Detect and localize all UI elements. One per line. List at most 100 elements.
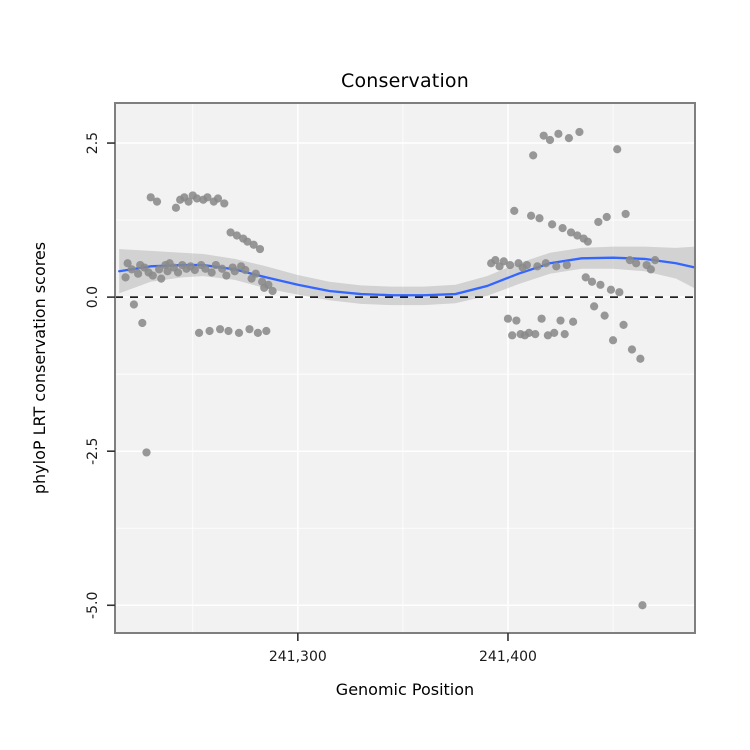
smooth-line <box>118 256 697 297</box>
scatter-point <box>148 271 157 280</box>
scatter-point <box>526 211 536 220</box>
scatter-point <box>146 193 155 202</box>
scatter-point <box>134 269 143 278</box>
scatter-point <box>615 288 624 297</box>
scatter-point <box>234 328 244 337</box>
scatter-point <box>566 228 576 237</box>
scatter-point <box>129 300 139 309</box>
scatter-point <box>619 320 628 329</box>
scatter-point <box>245 325 254 334</box>
scatter-point <box>560 330 569 339</box>
scatter-point <box>638 601 647 610</box>
scatter-point <box>121 273 130 282</box>
scatter-point <box>194 328 204 337</box>
scatter-point <box>625 256 634 265</box>
scatter-point <box>636 354 645 363</box>
scatter-point <box>539 131 548 140</box>
scatter-point <box>529 151 538 160</box>
scatter-point <box>205 326 214 336</box>
scatter-point <box>127 265 136 274</box>
scatter-point <box>218 264 227 273</box>
scatter-point <box>155 265 164 274</box>
scatter-point <box>190 265 199 275</box>
scatter-point <box>249 240 258 249</box>
scatter-point <box>251 269 260 278</box>
scatter-point <box>505 260 515 270</box>
scatter-point <box>545 135 555 145</box>
scatter-point <box>192 194 202 203</box>
scatter-point <box>548 220 557 229</box>
scatter-point <box>596 280 605 289</box>
x-tick-label: 241,300 <box>269 649 327 665</box>
scatter-point <box>268 286 277 296</box>
scatter-point <box>627 345 637 354</box>
scatter-point <box>503 314 513 323</box>
scatter-point <box>537 314 546 323</box>
scatter-point <box>499 257 508 266</box>
scatter-point <box>184 197 193 206</box>
scatter-point <box>552 262 561 271</box>
scatter-point <box>562 260 571 270</box>
scatter-point <box>152 197 162 206</box>
scatter-point <box>600 311 609 320</box>
scatter-point <box>253 328 262 337</box>
scatter-point <box>581 273 590 282</box>
scatter-point <box>535 214 544 223</box>
chart-title: Conservation <box>340 70 469 92</box>
scatter-point <box>241 265 250 275</box>
scatter-point <box>220 199 229 208</box>
y-tick-label: 0.0 <box>85 286 101 308</box>
y-tick-label: -5.0 <box>85 592 101 619</box>
scatter-point <box>215 325 225 334</box>
panel-border <box>114 102 696 634</box>
x-tick-label: 241,400 <box>479 649 537 665</box>
scatter-point <box>226 228 235 237</box>
scatter-point <box>171 203 181 212</box>
scatter-point <box>621 209 630 219</box>
confidence-band <box>119 246 696 306</box>
scatter-point <box>590 302 599 311</box>
scatter-point <box>157 274 166 283</box>
scatter-point <box>224 326 233 336</box>
scatter-point <box>594 217 603 227</box>
scatter-point <box>213 194 223 203</box>
scatter-point <box>510 206 519 215</box>
scatter-point <box>583 237 592 246</box>
scatter-point <box>508 331 517 340</box>
scatter-point <box>646 265 655 274</box>
scatter-point <box>512 316 521 325</box>
scatter-point <box>232 231 241 240</box>
scatter-point <box>173 268 183 277</box>
scatter-point <box>258 277 267 286</box>
scatter-point <box>558 224 567 233</box>
scatter-point <box>123 259 132 268</box>
scatter-point <box>569 317 578 326</box>
scatter-point <box>543 331 552 340</box>
scatter-point <box>138 318 147 328</box>
scatter-point <box>163 267 172 276</box>
y-tick-label: 2.5 <box>85 132 101 154</box>
scatter-point <box>222 271 231 280</box>
scatter-point <box>255 244 265 254</box>
scatter-point <box>533 262 542 271</box>
scatter-point <box>524 328 534 337</box>
scatter-point <box>522 260 531 270</box>
scatter-point <box>201 264 210 273</box>
scatter-point <box>203 193 212 202</box>
scatter-point <box>602 212 611 222</box>
scatter-point <box>650 256 660 265</box>
scatter-point <box>608 336 618 345</box>
scatter-point <box>613 145 622 154</box>
scatter-point <box>243 237 252 246</box>
scatter-point <box>606 285 616 294</box>
scatter-point <box>587 277 597 286</box>
scatter-point <box>573 231 582 240</box>
y-tick-label: -2.5 <box>85 438 101 465</box>
scatter-point <box>207 268 216 277</box>
scatter-point <box>554 129 563 138</box>
scatter-point <box>531 330 540 339</box>
scatter-point <box>491 256 500 265</box>
scatter-point <box>142 448 151 457</box>
